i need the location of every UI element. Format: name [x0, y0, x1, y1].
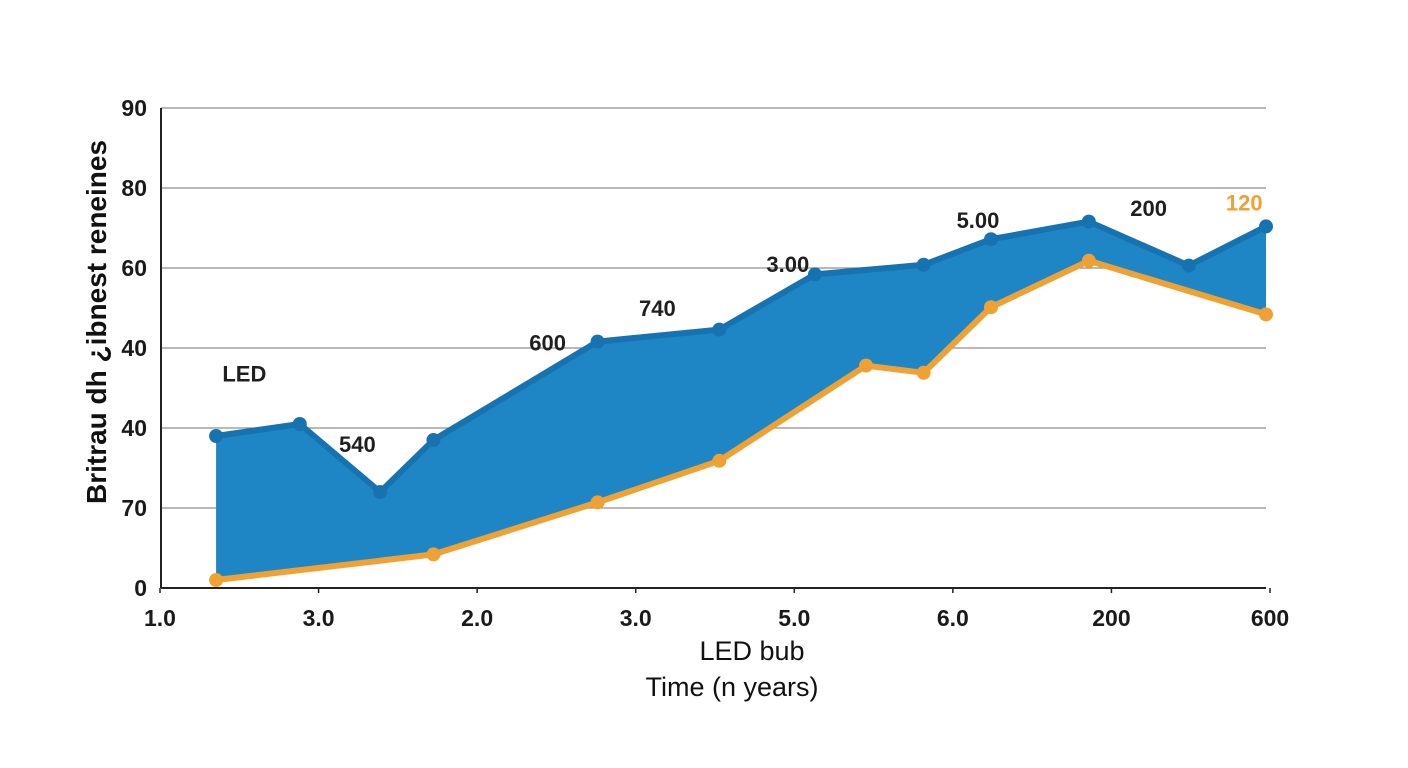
x-axis-title-line: LED bub [699, 636, 804, 666]
series-point [590, 495, 605, 510]
x-tick-label: 5.0 [778, 605, 810, 631]
series-point [712, 322, 727, 337]
data-annotation: LED [222, 362, 266, 387]
series-point [712, 453, 727, 468]
series-point [590, 334, 605, 349]
data-annotation: 600 [529, 330, 566, 355]
x-tick-label: 2.0 [461, 605, 493, 631]
series-point [1181, 258, 1196, 273]
y-tick-label: 40 [121, 335, 147, 361]
y-tick-label: 60 [121, 255, 147, 281]
series-point [426, 433, 441, 447]
area-fill-layer [216, 221, 1267, 580]
tick-labels-layer: 0 70 40 40 60 80 90 1.0 3.0 2.0 3.0 5.0 6.0 200 600 [121, 95, 1289, 631]
x-tick-label: 600 [1251, 605, 1289, 631]
axes-layer [159, 108, 1271, 593]
series-point [292, 417, 307, 431]
series-point [209, 429, 224, 443]
y-tick-label: 90 [121, 95, 147, 121]
x-tick-label: 1.0 [144, 605, 176, 631]
series-point [859, 358, 874, 373]
data-annotation: 200 [1130, 196, 1167, 221]
y-tick-label: 40 [121, 415, 147, 441]
series-point [916, 257, 931, 272]
series-point [1259, 219, 1273, 234]
data-annotation: 3.00 [766, 252, 809, 277]
series-point [1081, 253, 1096, 268]
axis-titles-layer: LED bub Time (n years) Britrau dh ¿ibnest … [81, 140, 819, 702]
series-point [807, 267, 822, 282]
x-tick-label: 3.0 [303, 605, 335, 631]
data-annotation: 5.00 [957, 208, 1000, 233]
data-annotation: 540 [339, 432, 376, 457]
x-axis-title-line: Time (n years) [645, 672, 818, 702]
series-point [209, 573, 224, 587]
y-tick-label: 0 [134, 575, 147, 601]
data-annotation: 740 [639, 296, 676, 321]
x-tick-label: 6.0 [937, 605, 969, 631]
area-fill [216, 221, 1267, 580]
annotations-layer: LED 540 600 740 3.00 5.00 200 120 [222, 190, 1262, 457]
series-point [373, 485, 388, 499]
series-point [426, 547, 441, 562]
series-point [1081, 214, 1096, 229]
series-point [984, 300, 999, 315]
series-point [984, 232, 999, 247]
data-annotation: 120 [1226, 190, 1263, 215]
series-points-layer [209, 214, 1273, 587]
series-point [1259, 307, 1273, 322]
series-line-1 [213, 218, 1269, 495]
x-tick-label: 3.0 [620, 605, 652, 631]
y-tick-label: 80 [121, 175, 147, 201]
x-tick-label: 200 [1092, 605, 1130, 631]
y-axis-title: Britrau dh ¿ibnest reneines [81, 140, 112, 504]
y-tick-label: 70 [121, 495, 147, 521]
series-point [916, 365, 931, 380]
